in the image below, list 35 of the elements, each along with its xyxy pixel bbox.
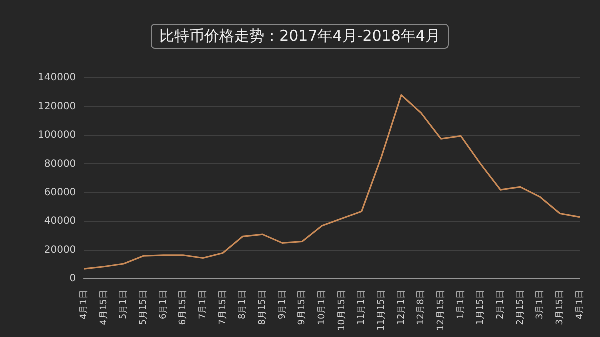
y-tick-label: 100000: [38, 130, 76, 142]
x-tick-label: 7月15日: [218, 290, 228, 326]
y-tick-label: 40000: [44, 216, 76, 228]
x-tick-label: 12月15日: [436, 290, 447, 331]
y-tick-label: 60000: [44, 188, 76, 199]
x-tick-label: 2月15日: [516, 290, 526, 326]
x-tick-label: 9月1日: [278, 290, 288, 320]
x-tick-label: 12月8日: [416, 290, 427, 326]
x-tick-label: 2月1日: [496, 290, 506, 320]
x-tick-label: 6月1日: [158, 290, 169, 320]
x-tick-label: 7月1日: [198, 290, 209, 320]
x-tick-label: 3月1日: [536, 290, 546, 320]
x-tick-label: 8月15日: [258, 290, 268, 326]
x-tick-label: 4月1日: [575, 290, 586, 320]
x-tick-label: 4月15日: [99, 290, 110, 326]
chart-title: 比特币价格走势：2017年4月-2018年4月: [150, 24, 450, 49]
x-tick-label: 5月15日: [139, 290, 150, 326]
x-tick-label: 1月15日: [476, 290, 486, 326]
y-tick-label: 20000: [44, 244, 76, 256]
x-tick-label: 3月15日: [556, 290, 566, 326]
x-tick-label: 10月1日: [318, 290, 328, 326]
y-tick-label: 0: [70, 274, 76, 285]
y-tick-label: 140000: [38, 72, 76, 84]
y-tick-label: 120000: [38, 101, 76, 112]
x-tick-label: 12月1日: [396, 290, 407, 326]
x-tick-label: 9月15日: [298, 290, 308, 326]
y-tick-label: 80000: [44, 158, 76, 170]
x-tick-label: 6月15日: [178, 290, 189, 326]
x-tick-label: 10月15日: [337, 290, 348, 331]
x-tick-label: 4月1日: [80, 290, 90, 320]
x-tick-label: 5月1日: [119, 290, 130, 320]
x-tick-label: 11月15日: [377, 290, 388, 331]
x-tick-label: 1月1日: [456, 290, 466, 320]
x-tick-label: 11月1日: [357, 290, 368, 326]
x-tick-label: 8月1日: [238, 290, 248, 320]
